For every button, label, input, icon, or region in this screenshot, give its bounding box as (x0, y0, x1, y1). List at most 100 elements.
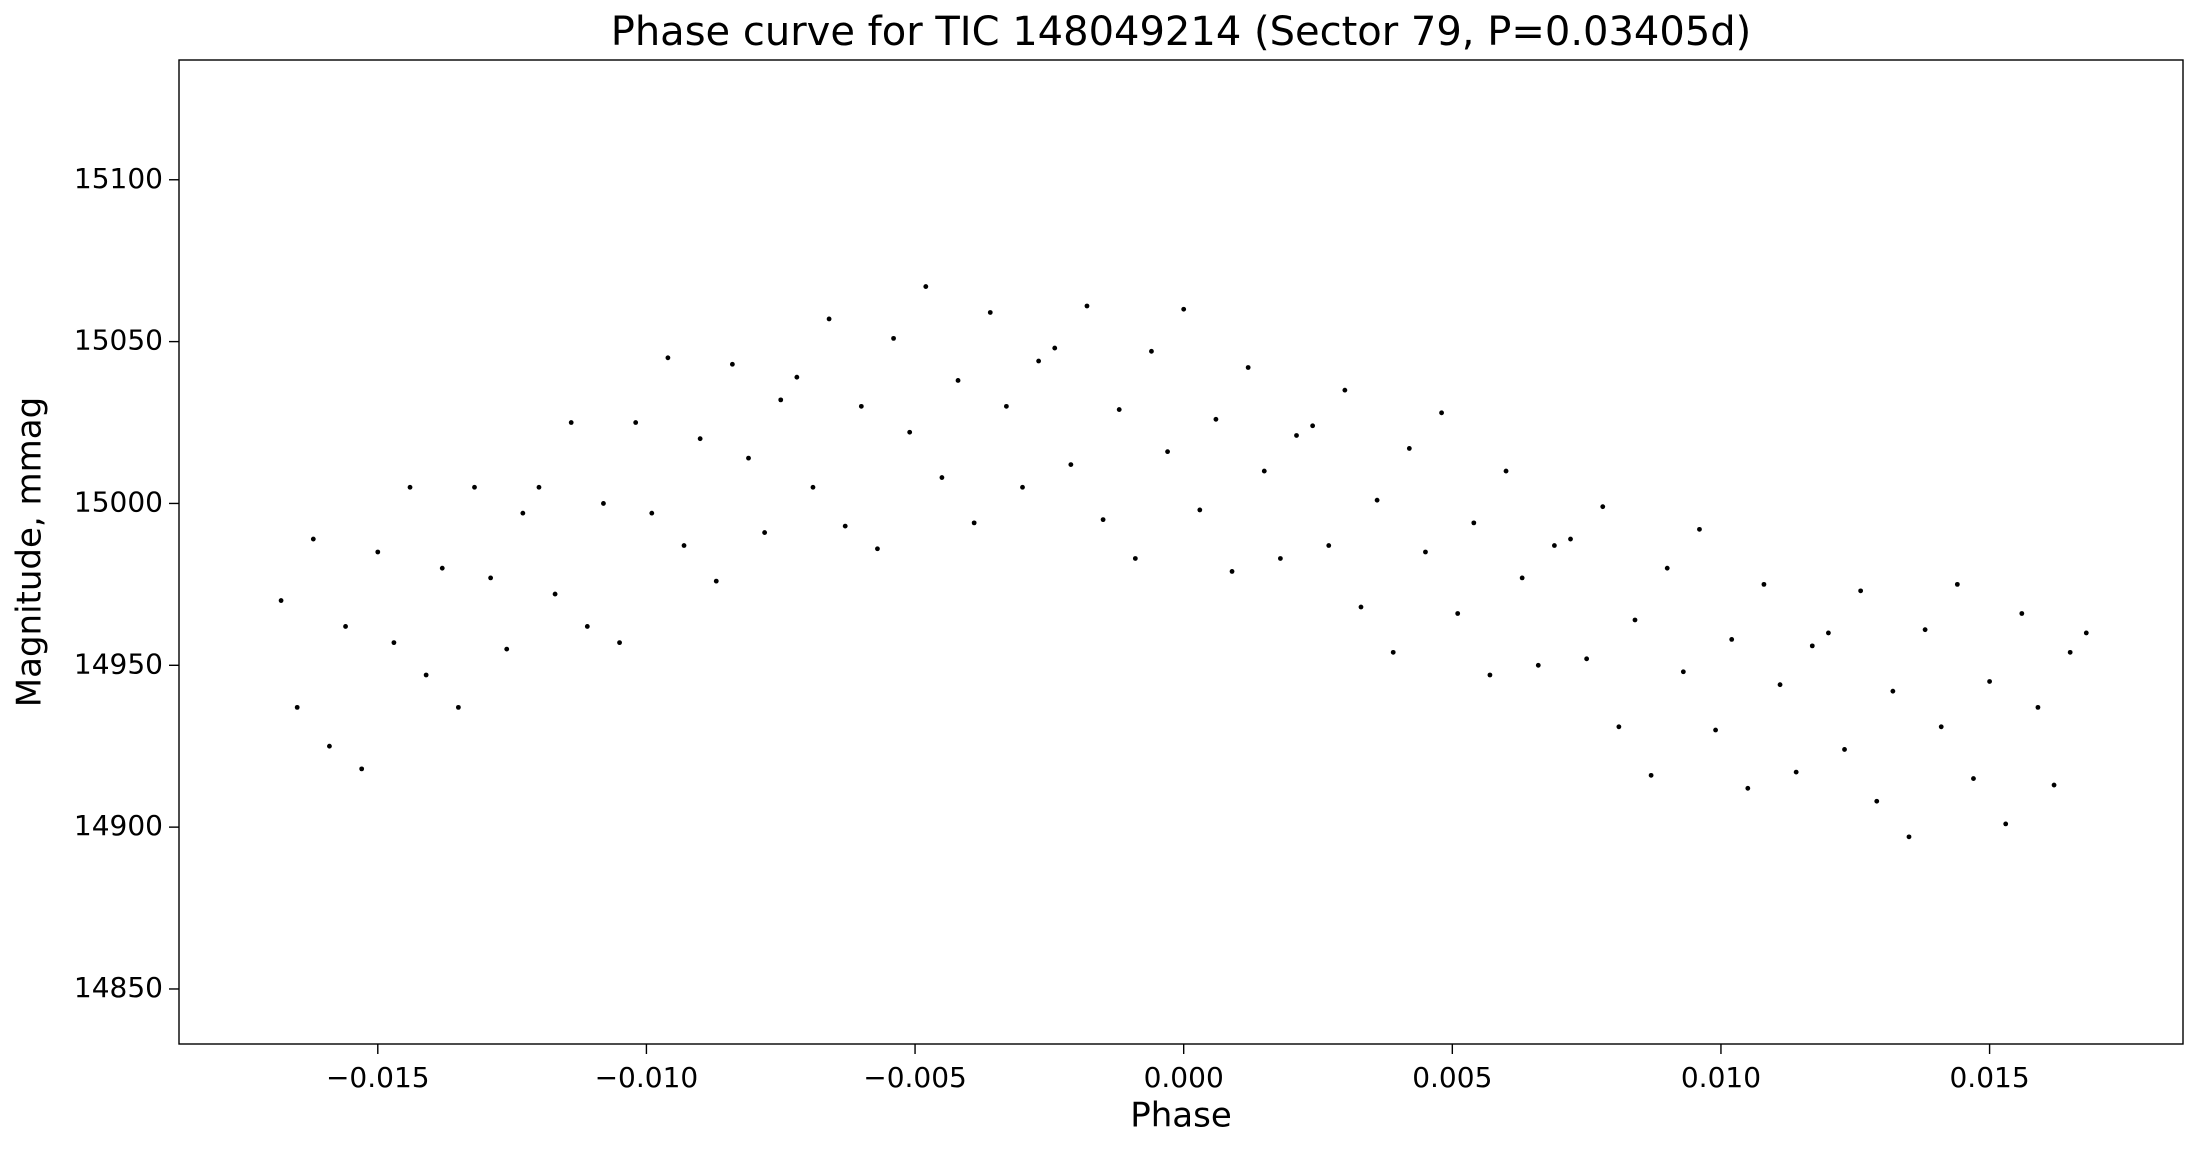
data-point (842, 523, 848, 529)
data-point (2003, 821, 2009, 827)
data-point (1003, 403, 1009, 409)
data-point (1906, 834, 1912, 840)
data-point (729, 361, 735, 367)
x-tick-label: −0.005 (863, 1061, 967, 1094)
data-point (1423, 549, 1428, 555)
data-point (649, 510, 655, 516)
x-tick-label: 0.015 (1949, 1061, 2029, 1094)
data-point (1519, 575, 1525, 581)
data-point (1052, 345, 1058, 351)
x-tick-label: 0.005 (1412, 1061, 1492, 1094)
data-point (1761, 581, 1767, 587)
data-point (552, 591, 558, 597)
data-point (746, 455, 751, 461)
data-point (455, 704, 461, 710)
data-point (278, 598, 284, 603)
data-point (1390, 649, 1396, 655)
data-point (1245, 365, 1251, 370)
y-tick-label: 14850 (74, 971, 163, 1004)
data-point (1036, 358, 1042, 364)
data-point (987, 310, 993, 315)
data-point (1809, 643, 1815, 649)
data-point (359, 766, 365, 772)
data-point (1503, 468, 1509, 474)
data-point (391, 640, 397, 646)
data-point (1616, 724, 1622, 730)
data-point (294, 704, 300, 710)
data-point (2035, 704, 2041, 710)
data-point (1213, 416, 1219, 422)
data-point (2067, 649, 2073, 655)
data-point (1374, 497, 1380, 503)
data-point (310, 536, 316, 542)
data-point (1697, 526, 1702, 532)
y-tick-label: 15000 (74, 485, 163, 518)
data-point (1680, 669, 1686, 675)
data-point (2083, 630, 2089, 636)
data-point (2019, 611, 2025, 616)
data-point (1406, 446, 1412, 451)
x-tick-label: −0.015 (326, 1061, 430, 1094)
data-point (633, 420, 639, 425)
data-point (1229, 569, 1235, 574)
data-point (1971, 776, 1976, 781)
y-tick-label: 14950 (74, 647, 163, 680)
data-point (1358, 604, 1364, 610)
data-point (810, 484, 816, 490)
data-point (1535, 662, 1541, 668)
data-point (1455, 611, 1461, 616)
data-point (1713, 727, 1718, 733)
y-tick-label: 15100 (74, 162, 163, 195)
chart-title: Phase curve for TIC 148049214 (Sector 79… (611, 9, 1752, 55)
x-tick-label: 0.000 (1144, 1061, 1224, 1094)
data-point (794, 374, 800, 380)
data-point (1922, 627, 1928, 633)
data-point (1277, 556, 1283, 561)
data-point (665, 355, 671, 361)
data-point (1165, 449, 1170, 455)
data-point (1842, 747, 1847, 752)
data-point (1664, 565, 1670, 571)
data-point (1084, 303, 1090, 309)
data-point (1149, 348, 1154, 354)
data-point (1600, 504, 1606, 510)
data-point (439, 565, 445, 571)
data-point (762, 530, 768, 535)
data-point (1020, 484, 1025, 490)
data-point (1858, 588, 1864, 594)
data-point (1294, 433, 1299, 438)
data-point (875, 546, 880, 552)
data-point (601, 501, 606, 506)
data-point (1132, 556, 1138, 561)
data-point (858, 403, 864, 409)
data-point (1987, 679, 1992, 684)
data-point (681, 543, 687, 548)
data-point (520, 510, 526, 516)
data-point (2051, 782, 2057, 788)
plot-frame (178, 59, 2184, 1045)
data-point (1874, 798, 1880, 804)
data-point (617, 640, 622, 646)
y-tick-label: 14900 (74, 809, 163, 842)
data-point (1584, 656, 1590, 662)
data-point (375, 549, 381, 555)
data-point (568, 420, 574, 425)
data-point (1551, 543, 1557, 548)
data-point (923, 284, 929, 289)
data-point (778, 397, 784, 403)
data-point (697, 436, 703, 442)
data-point (1342, 387, 1348, 393)
data-point (1116, 407, 1122, 412)
data-point (1310, 423, 1316, 429)
data-point (1568, 536, 1573, 542)
data-point (1777, 682, 1783, 688)
data-point (327, 743, 332, 749)
x-tick-label: −0.010 (595, 1061, 699, 1094)
data-point (1181, 306, 1187, 312)
data-point (1326, 543, 1332, 548)
data-point (1648, 772, 1654, 778)
data-point (536, 484, 542, 490)
data-point (1632, 617, 1638, 623)
data-point (584, 624, 590, 629)
